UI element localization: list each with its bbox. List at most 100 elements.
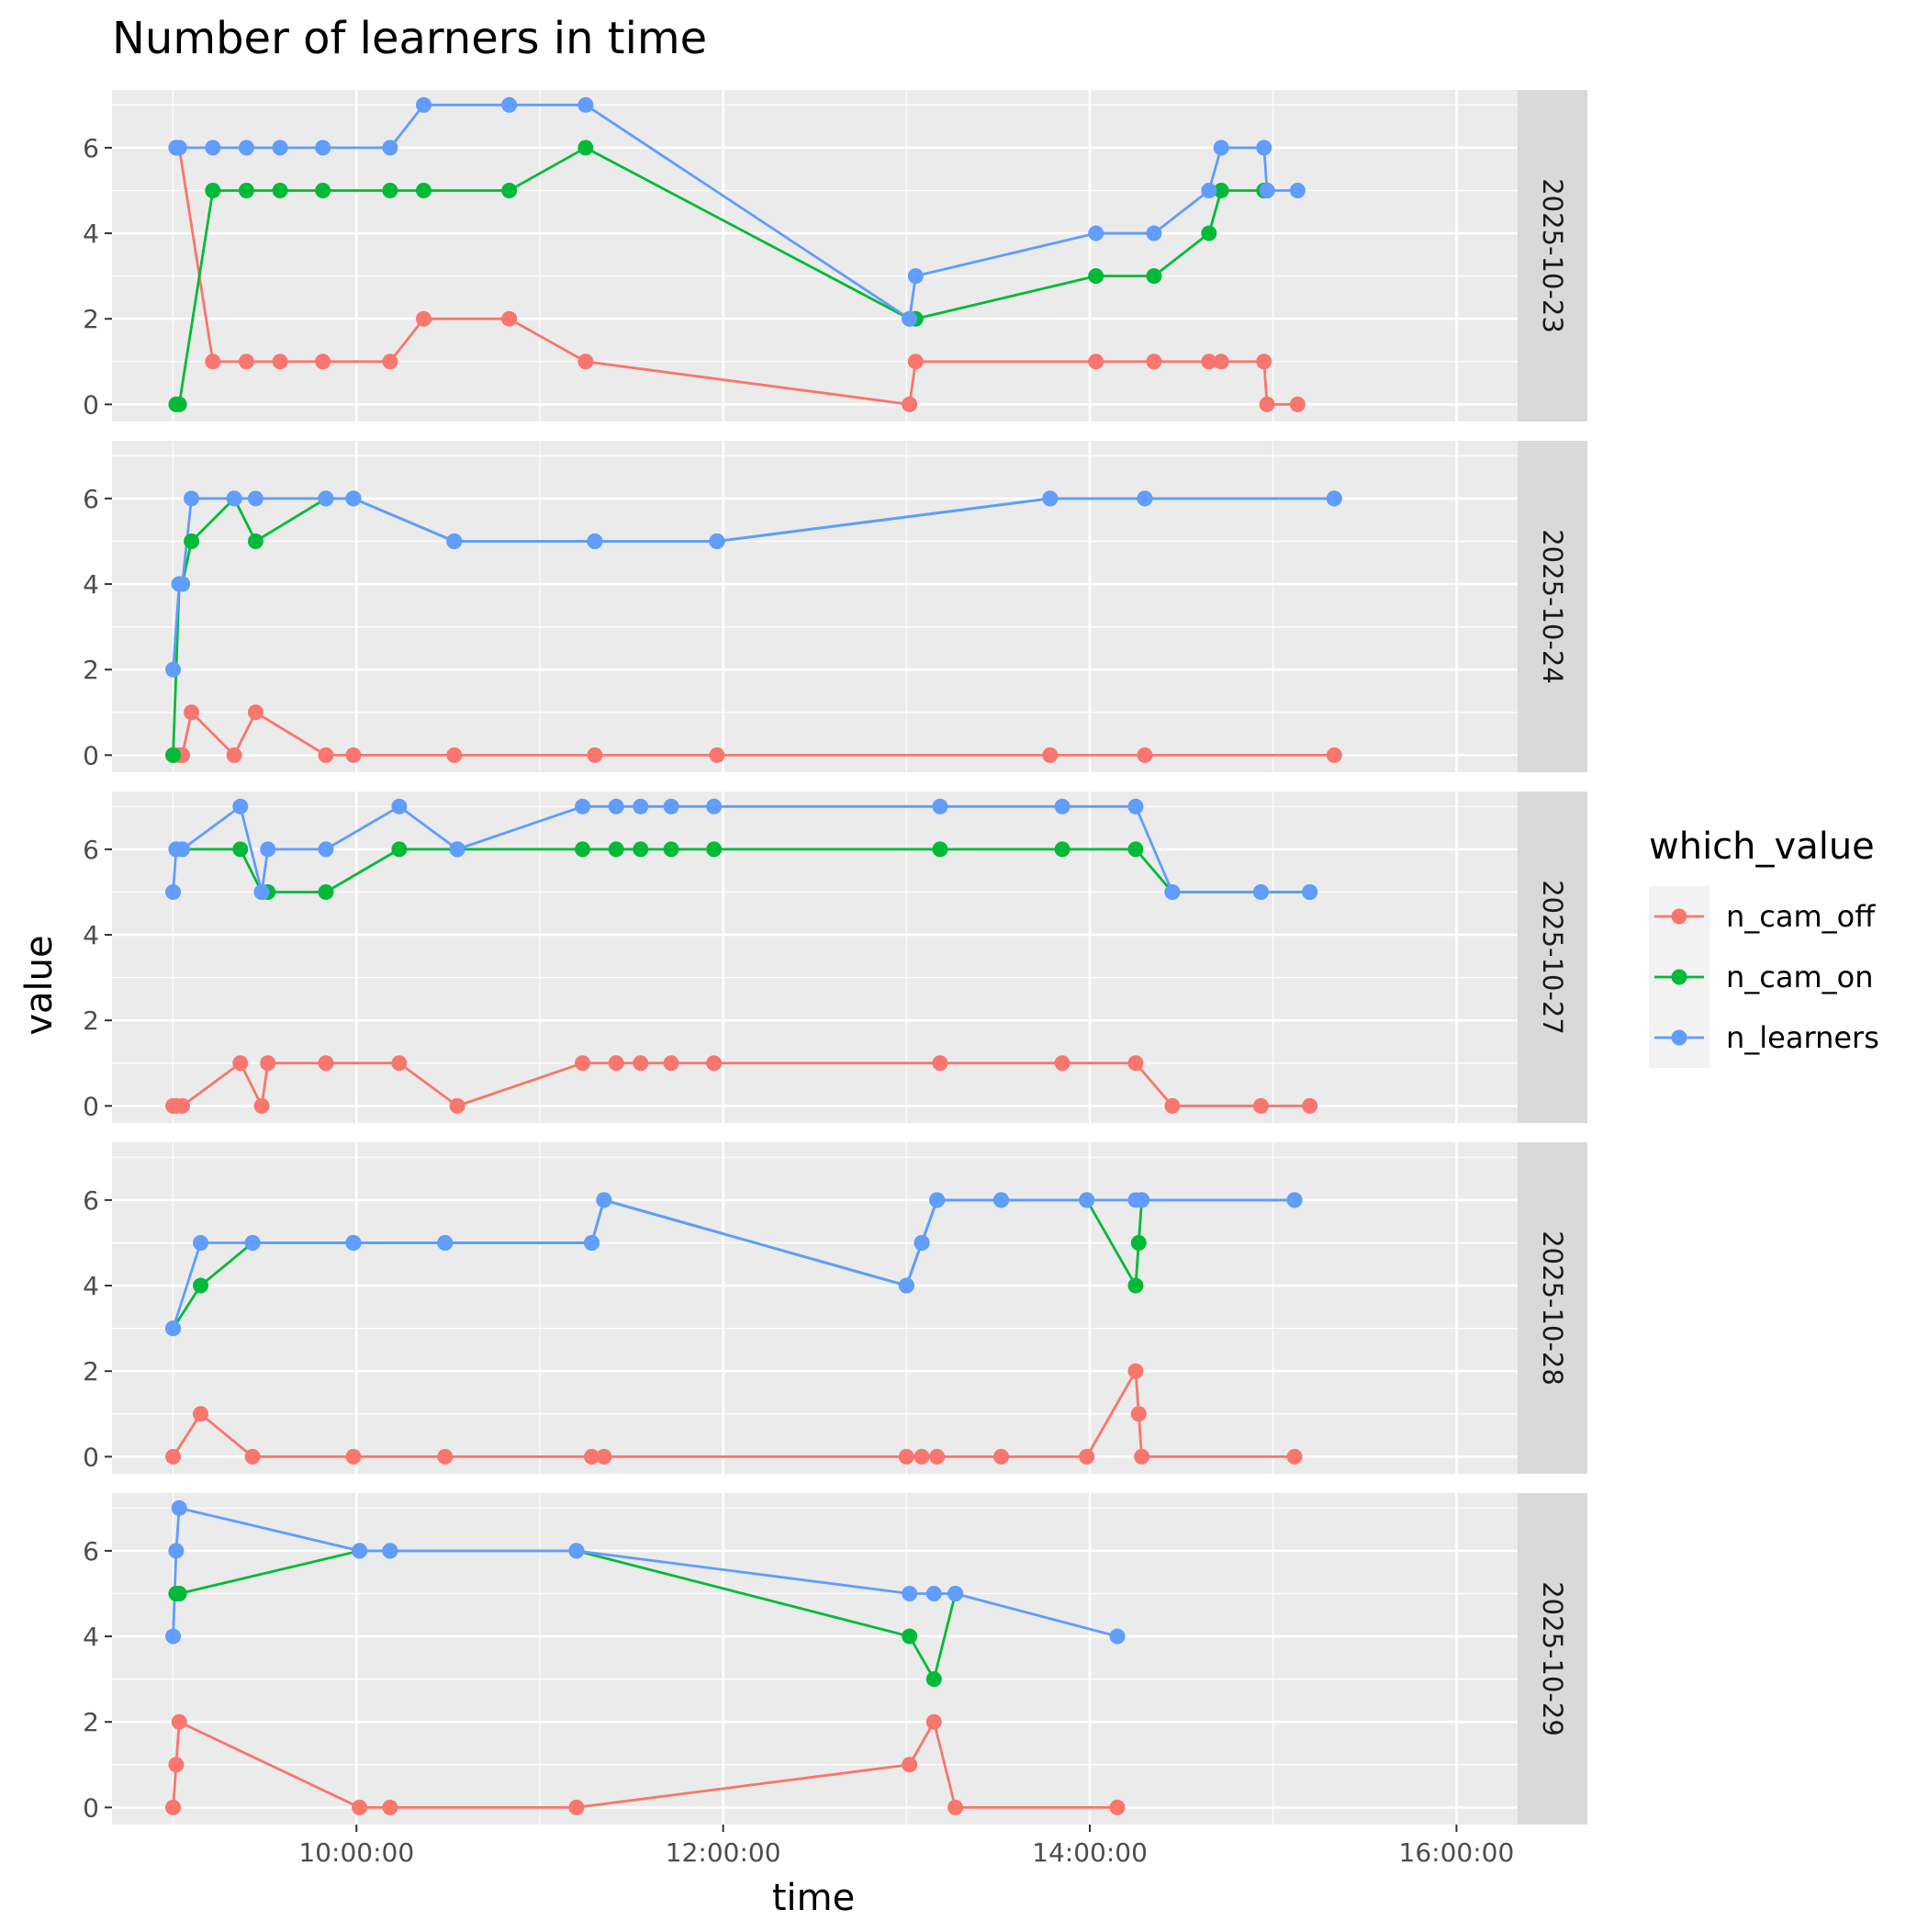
data-point-n_cam_off — [1088, 354, 1104, 370]
data-point-n_learners — [1042, 490, 1059, 507]
data-point-n_learners — [914, 1234, 930, 1251]
data-point-n_cam_off — [244, 1448, 261, 1465]
data-point-n_learners — [1286, 1192, 1303, 1208]
data-point-n_learners — [247, 490, 263, 507]
panel-background — [112, 1142, 1518, 1474]
data-point-n_learners — [318, 490, 334, 507]
data-point-n_cam_off — [577, 354, 594, 370]
panel-background — [112, 792, 1518, 1123]
data-point-n_learners — [1326, 490, 1342, 507]
data-point-n_learners — [925, 1585, 942, 1601]
data-point-n_cam_on — [272, 182, 288, 198]
facet-panel: 0 2 4 6 2025-10-28 — [83, 1142, 1587, 1474]
data-point-n_cam_off — [449, 1097, 465, 1114]
data-point-n_cam_on — [1127, 1277, 1144, 1294]
x-tick-label: 14:00:00 — [1032, 1837, 1148, 1868]
data-point-n_cam_off — [171, 1713, 187, 1730]
data-point-n_cam_off — [1146, 354, 1162, 370]
data-point-n_cam_on — [932, 841, 948, 858]
data-point-n_learners — [1302, 883, 1318, 900]
y-tick-label: 6 — [83, 1185, 99, 1216]
data-point-n_learners — [174, 841, 191, 858]
x-axis: 10:00:00 12:00:00 14:00:00 16:00:00 — [298, 1825, 1514, 1868]
data-point-n_learners — [932, 798, 948, 814]
data-point-n_cam_off — [446, 747, 463, 763]
y-axis-title: value — [18, 935, 61, 1035]
series-line-n_cam_off — [172, 1720, 1117, 1809]
data-point-n_cam_off — [193, 1406, 209, 1422]
data-point-n_learners — [382, 1543, 398, 1559]
data-point-n_learners — [577, 96, 594, 113]
data-point-n_learners — [238, 140, 254, 156]
data-point-n_cam_off — [226, 747, 242, 763]
data-point-n_cam_off — [1079, 1448, 1095, 1465]
legend-entry-label: n_learners — [1726, 1020, 1879, 1055]
data-point-n_cam_off — [165, 1799, 182, 1815]
data-point-n_learners — [1109, 1628, 1126, 1645]
data-point-n_cam_off — [706, 1055, 723, 1072]
data-point-n_cam_on — [415, 182, 432, 198]
y-tick-label: 6 — [83, 133, 99, 163]
data-point-n_learners — [193, 1234, 209, 1251]
facet-panel: 0 2 4 6 2025-10-24 — [83, 441, 1587, 772]
data-point-n_learners — [584, 1234, 600, 1251]
data-point-n_cam_off — [1201, 354, 1217, 370]
data-point-n_cam_off — [1127, 1363, 1144, 1379]
data-point-n_learners — [315, 140, 331, 156]
data-point-n_cam_on — [1130, 1234, 1147, 1251]
data-point-n_cam_off — [232, 1055, 249, 1072]
data-point-n_cam_on — [1127, 841, 1144, 858]
facet-strip — [1518, 1493, 1587, 1825]
data-point-n_learners — [1079, 1192, 1095, 1208]
y-tick-label: 2 — [83, 1707, 99, 1737]
y-tick-label: 0 — [83, 1792, 99, 1823]
y-tick-label: 2 — [83, 655, 99, 685]
data-point-n_cam_on — [318, 883, 334, 900]
data-point-n_cam_off — [914, 1448, 930, 1465]
data-point-n_cam_on — [232, 841, 249, 858]
data-point-n_learners — [633, 798, 649, 814]
data-point-n_cam_on — [171, 396, 187, 412]
legend-entry-label: n_cam_off — [1726, 899, 1876, 934]
y-tick-label: 6 — [83, 484, 99, 514]
data-point-n_cam_off — [352, 1799, 368, 1815]
data-point-n_cam_on — [1146, 268, 1162, 285]
data-point-n_learners — [608, 798, 624, 814]
data-point-n_cam_off — [382, 1799, 398, 1815]
data-point-n_cam_off — [932, 1055, 948, 1072]
data-point-n_cam_off — [345, 1448, 362, 1465]
data-point-n_cam_on — [902, 1628, 918, 1645]
series-line-n_cam_off — [173, 1061, 1310, 1107]
data-point-n_cam_off — [168, 1757, 185, 1773]
y-tick-label: 0 — [83, 1442, 99, 1472]
data-point-n_learners — [437, 1234, 454, 1251]
data-point-n_cam_off — [1286, 1448, 1303, 1465]
data-point-n_cam_off — [1289, 396, 1306, 412]
data-point-n_cam_on — [706, 841, 723, 858]
data-point-n_cam_off — [1213, 354, 1229, 370]
series-line-n_learners — [172, 497, 1335, 670]
data-point-n_learners — [260, 841, 276, 858]
data-point-n_cam_off — [1259, 396, 1275, 412]
data-point-n_learners — [902, 310, 918, 327]
data-point-n_cam_off — [1130, 1406, 1147, 1422]
panel-background — [112, 441, 1518, 772]
data-point-n_learners — [1259, 182, 1275, 198]
data-point-n_cam_on — [1088, 268, 1104, 285]
data-point-n_cam_off — [1256, 354, 1272, 370]
facet-panel: 0 2 4 6 2025-10-27 — [83, 792, 1587, 1123]
data-point-n_cam_on — [193, 1277, 209, 1294]
data-point-n_cam_off — [345, 747, 362, 763]
data-point-n_cam_off — [272, 354, 288, 370]
data-point-n_cam_on — [1054, 841, 1070, 858]
data-point-n_learners — [663, 798, 679, 814]
data-point-n_learners — [165, 1628, 182, 1645]
data-point-n_learners — [171, 1500, 187, 1516]
data-point-n_learners — [1289, 182, 1306, 198]
data-point-n_cam_on — [1201, 225, 1217, 242]
legend-title: which_value — [1649, 826, 1875, 868]
data-point-n_learners — [272, 140, 288, 156]
x-tick-label: 12:00:00 — [666, 1837, 781, 1868]
data-point-n_learners — [706, 798, 723, 814]
data-point-n_cam_off — [596, 1448, 612, 1465]
